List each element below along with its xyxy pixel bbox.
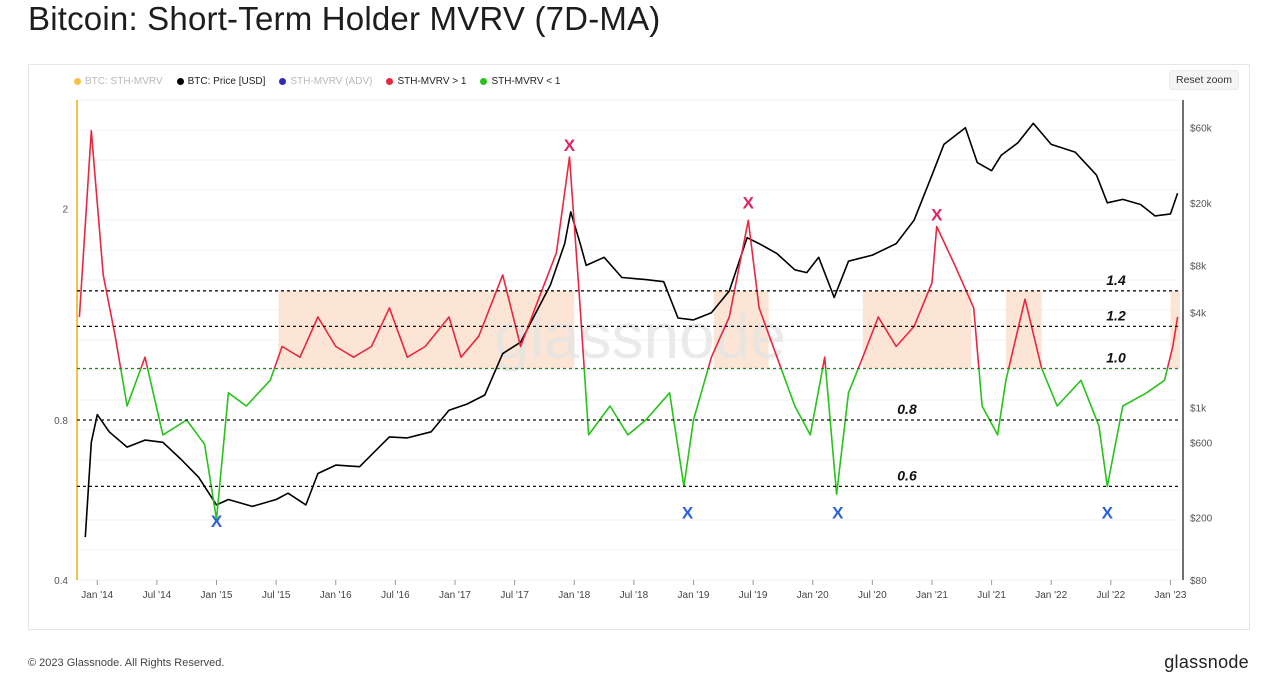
sth-mvrv-below-1-line	[119, 368, 1169, 521]
y-right-tick-label: $80	[1190, 576, 1207, 587]
reference-line-label: 0.8	[897, 401, 917, 417]
x-tick-label: Jul '16	[381, 590, 410, 601]
x-tick-label: Jul '21	[977, 590, 1006, 601]
reference-line-label: 1.2	[1106, 307, 1126, 323]
x-tick-label: Jan '23	[1154, 590, 1186, 601]
legend-label: STH-MVRV > 1	[397, 76, 467, 87]
x-tick-label: Jul '17	[500, 590, 529, 601]
bottom-x-marker: X	[1102, 503, 1114, 522]
legend-label: BTC: STH-MVRV	[85, 76, 163, 87]
legend-dot	[480, 78, 488, 85]
legend-label: STH-MVRV < 1	[491, 76, 561, 87]
chart-legend: BTC: STH-MVRV BTC: Price [USD] STH-MVRV …	[74, 76, 560, 87]
x-tick-label: Jul '14	[143, 590, 172, 601]
x-tick-label: Jul '18	[620, 590, 649, 601]
y-left-tick-label: 0.4	[54, 576, 68, 587]
x-tick-label: Jan '18	[558, 590, 590, 601]
legend-dot	[386, 78, 394, 85]
legend-dot	[176, 78, 184, 85]
y-right-tick-label: $20k	[1190, 199, 1213, 210]
y-right-tick-label: $200	[1190, 513, 1213, 524]
legend-item-sth-mvrv-above-1[interactable]: STH-MVRV > 1	[386, 76, 466, 87]
legend-dot	[74, 78, 81, 85]
reference-line-label: 0.6	[897, 467, 917, 483]
legend-dot	[279, 78, 287, 85]
x-tick-label: Jan '21	[916, 590, 948, 601]
y-left-tick-label: 2	[62, 204, 68, 215]
legend-item-btc-price[interactable]: BTC: Price [USD]	[176, 76, 266, 87]
x-tick-label: Jan '15	[201, 590, 233, 601]
reference-line-label: 1.0	[1106, 349, 1126, 365]
y-right-tick-label: $8k	[1190, 261, 1207, 272]
x-tick-label: Jul '15	[262, 590, 291, 601]
top-x-marker: X	[931, 205, 943, 224]
x-tick-label: Jul '19	[739, 590, 768, 601]
bottom-x-marker: X	[682, 503, 694, 522]
legend-item-sth-mvrv-adv[interactable]: STH-MVRV (ADV)	[279, 76, 372, 87]
reset-zoom-button[interactable]: Reset zoom	[1169, 70, 1240, 90]
bottom-x-marker: X	[211, 512, 223, 531]
page-title: Bitcoin: Short-Term Holder MVRV (7D-MA)	[28, 0, 661, 37]
x-tick-label: Jul '22	[1097, 590, 1126, 601]
watermark-text: glassnode	[494, 300, 786, 372]
legend-label: STH-MVRV (ADV)	[290, 76, 373, 87]
x-tick-label: Jan '20	[797, 590, 829, 601]
shaded-band	[862, 290, 972, 369]
chart-frame	[28, 64, 1250, 630]
shaded-band	[278, 290, 575, 369]
y-right-tick-label: $600	[1190, 438, 1213, 449]
y-right-tick-label: $4k	[1190, 309, 1207, 320]
reference-line-label: 1.4	[1106, 272, 1126, 288]
x-tick-label: Jul '20	[858, 590, 887, 601]
y-right-tick-label: $60k	[1190, 124, 1213, 135]
x-tick-label: Jan '14	[81, 590, 113, 601]
legend-item-sth-mvrv-below-1[interactable]: STH-MVRV < 1	[480, 76, 560, 87]
copyright-footer: © 2023 Glassnode. All Rights Reserved.	[28, 657, 225, 669]
y-right-tick-label: $1k	[1190, 403, 1207, 414]
btc-price-line	[84, 122, 1179, 538]
x-tick-label: Jan '22	[1035, 590, 1067, 601]
x-tick-label: Jan '19	[678, 590, 710, 601]
legend-label: BTC: Price [USD]	[187, 76, 266, 87]
bottom-x-marker: X	[832, 503, 844, 522]
x-tick-label: Jan '17	[439, 590, 471, 601]
brand-logo: glassnode	[1164, 652, 1249, 672]
top-x-marker: X	[564, 136, 576, 155]
y-left-tick-label: 0.8	[54, 416, 68, 427]
legend-item-sth-mvrv[interactable]: BTC: STH-MVRV	[74, 76, 163, 87]
top-x-marker: X	[743, 193, 755, 212]
x-tick-label: Jan '16	[320, 590, 352, 601]
